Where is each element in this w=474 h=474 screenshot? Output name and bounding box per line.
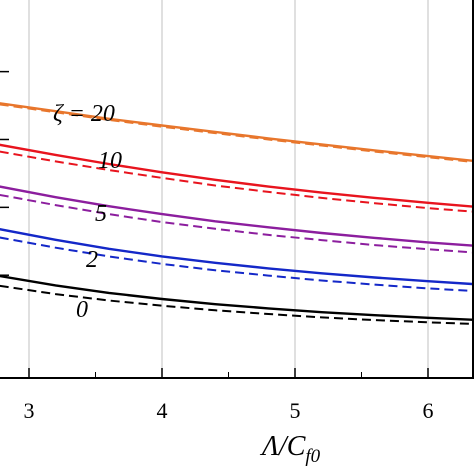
plot-frame: [0, 0, 474, 379]
x-tick-label-6: 6: [423, 398, 434, 423]
series-2-solid-line: [0, 185, 474, 247]
x-tick-label-5: 5: [290, 398, 301, 423]
x-ticks: 3 4 5 6: [0, 70, 434, 423]
series-1-solid-line: [0, 143, 474, 208]
curve-label-0: ζ = 20: [53, 101, 115, 127]
series-2-dashed-line: [0, 193, 474, 254]
series-0-solid-line: [0, 102, 474, 163]
curve-label-3: 2: [86, 247, 98, 273]
series-4-dashed-line: [0, 284, 474, 325]
x-axis-label: Λ/Cf0: [259, 431, 321, 467]
x-axis-label-main: Λ/C: [259, 431, 306, 462]
series-3-dashed-line: [0, 236, 474, 292]
curve-labels: ζ = 20 10 5 2 0: [53, 101, 122, 323]
series-3-solid-line: [0, 228, 474, 286]
curve-label-1: 10: [98, 148, 122, 174]
curve-label-4: 0: [76, 297, 88, 323]
curves: [0, 102, 474, 325]
x-tick-label-4: 4: [157, 398, 168, 423]
series-0-dashed-line: [0, 103, 474, 164]
series-4-solid-line: [0, 274, 474, 321]
series-1-dashed-line: [0, 150, 474, 213]
curve-label-2: 5: [95, 201, 107, 227]
x-tick-label-3: 3: [24, 398, 35, 423]
x-axis-label-sub: f0: [305, 446, 320, 467]
